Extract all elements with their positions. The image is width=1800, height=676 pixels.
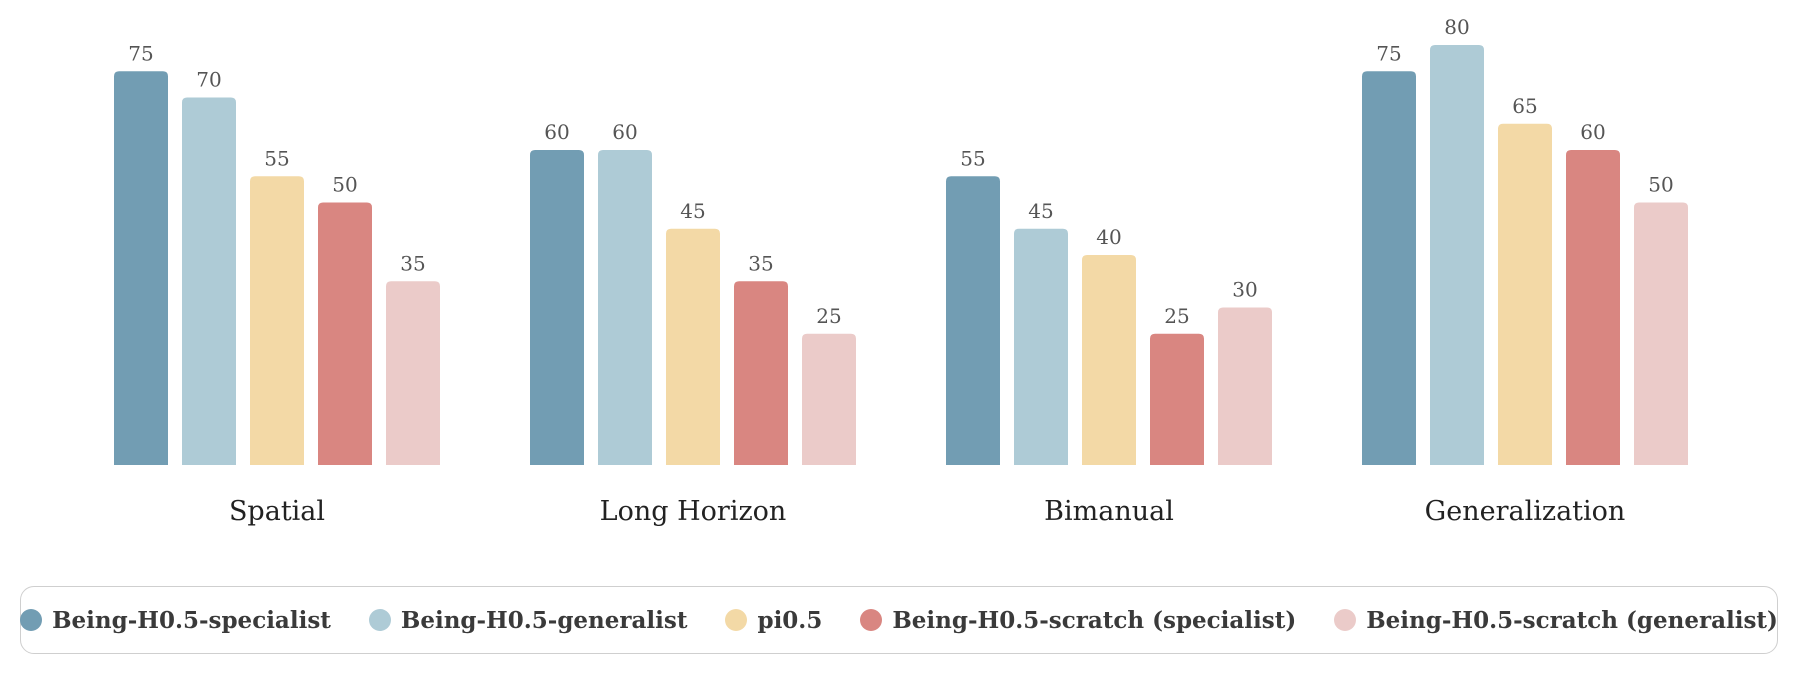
bar-generalization-pi0-5: [1498, 123, 1552, 465]
value-label-bimanual-being-h0-5-scratch-generalist: 30: [1232, 278, 1257, 302]
bar-spatial-being-h0-5-specialist: [114, 71, 168, 465]
bar-long-horizon-being-h0-5-generalist: [598, 150, 652, 465]
value-label-generalization-being-h0-5-scratch-specialist: 60: [1580, 120, 1605, 144]
value-label-bimanual-pi0-5: 40: [1096, 225, 1121, 249]
legend-swatch-being-h0-5-generalist: [368, 609, 391, 631]
value-label-bimanual-being-h0-5-generalist: 45: [1028, 199, 1053, 223]
value-label-spatial-being-h0-5-scratch-generalist: 35: [400, 251, 425, 275]
value-labels-group: 75 70 55 50 35 60 60 45 35 25 55 45 40 25 30 75 80 65 60 50: [128, 15, 1673, 328]
bar-generalization-being-h0-5-generalist: [1430, 45, 1484, 465]
value-label-long-horizon-being-h0-5-scratch-generalist: 25: [816, 304, 841, 328]
legend-label-pi0-5: pi0.5: [757, 606, 823, 634]
value-label-generalization-being-h0-5-generalist: 80: [1444, 15, 1469, 39]
value-label-generalization-being-h0-5-specialist: 75: [1376, 41, 1401, 65]
bar-bimanual-being-h0-5-generalist: [1014, 228, 1068, 465]
legend: Being-H0.5-specialist Being-H0.5-generali…: [20, 586, 1778, 654]
bar-long-horizon-pi0-5: [666, 228, 720, 465]
value-label-long-horizon-pi0-5: 45: [680, 199, 705, 223]
bar-generalization-being-h0-5-specialist: [1362, 71, 1416, 465]
legend-label-being-h0-5-specialist: Being-H0.5-specialist: [52, 606, 331, 634]
bar-spatial-pi0-5: [250, 176, 304, 465]
bar-spatial-being-h0-5-generalist: [182, 97, 236, 465]
legend-item-being-h0-5-scratch-generalist: Being-H0.5-scratch (generalist): [1334, 607, 1778, 634]
bar-bimanual-being-h0-5-scratch-generalist: [1218, 307, 1272, 465]
legend-swatch-being-h0-5-scratch-specialist: [860, 609, 883, 631]
value-label-bimanual-being-h0-5-specialist: 55: [960, 146, 985, 170]
bar-bimanual-pi0-5: [1082, 255, 1136, 465]
legend-item-being-h0-5-specialist: Being-H0.5-specialist: [20, 607, 331, 634]
legend-item-being-h0-5-generalist: Being-H0.5-generalist: [368, 606, 688, 634]
legend-item-pi0-5: pi0.5: [725, 607, 822, 634]
value-label-long-horizon-being-h0-5-scratch-specialist: 35: [748, 251, 773, 275]
value-label-spatial-being-h0-5-scratch-specialist: 50: [332, 173, 357, 197]
bar-bimanual-being-h0-5-scratch-specialist: [1150, 333, 1204, 465]
bar-generalization-being-h0-5-scratch-generalist: [1634, 202, 1688, 465]
bar-spatial-being-h0-5-scratch-specialist: [318, 202, 372, 465]
value-label-generalization-pi0-5: 65: [1512, 94, 1537, 118]
value-label-spatial-pi0-5: 55: [264, 146, 289, 170]
value-label-bimanual-being-h0-5-scratch-specialist: 25: [1164, 304, 1189, 328]
bars-group: [114, 45, 1688, 465]
legend-item-being-h0-5-scratch-specialist: Being-H0.5-scratch (specialist): [860, 607, 1296, 634]
value-label-generalization-being-h0-5-scratch-generalist: 50: [1648, 173, 1673, 197]
legend-label-being-h0-5-scratch-specialist: Being-H0.5-scratch (specialist): [892, 606, 1297, 634]
legend-swatch-being-h0-5-specialist: [20, 609, 43, 631]
value-label-long-horizon-being-h0-5-generalist: 60: [612, 120, 637, 144]
bar-long-horizon-being-h0-5-scratch-generalist: [802, 333, 856, 465]
category-labels-group: Spatial Long Horizon Bimanual Generalizatio…: [229, 496, 1625, 527]
category-label-bimanual: Bimanual: [1044, 496, 1174, 527]
value-label-spatial-being-h0-5-generalist: 70: [196, 68, 221, 92]
legend-label-being-h0-5-generalist: Being-H0.5-generalist: [400, 606, 688, 634]
category-label-spatial: Spatial: [229, 496, 325, 527]
bar-chart: 75 70 55 50 35 60 60 45 35 25 55 45 40 25 30 75 80 65 60 50…: [114, 15, 1688, 527]
legend-swatch-being-h0-5-scratch-generalist: [1334, 609, 1357, 631]
bar-spatial-being-h0-5-scratch-generalist: [386, 281, 440, 465]
category-label-generalization: Generalization: [1425, 496, 1626, 527]
bar-long-horizon-being-h0-5-scratch-specialist: [734, 281, 788, 465]
bar-generalization-being-h0-5-scratch-specialist: [1566, 150, 1620, 465]
category-label-long-horizon: Long Horizon: [600, 496, 787, 527]
legend-swatch-pi0-5: [725, 609, 748, 631]
legend-label-being-h0-5-scratch-generalist: Being-H0.5-scratch (generalist): [1366, 606, 1778, 634]
bar-bimanual-being-h0-5-specialist: [946, 176, 1000, 465]
value-label-long-horizon-being-h0-5-specialist: 60: [544, 120, 569, 144]
bar-long-horizon-being-h0-5-specialist: [530, 150, 584, 465]
value-label-spatial-being-h0-5-specialist: 75: [128, 41, 153, 65]
